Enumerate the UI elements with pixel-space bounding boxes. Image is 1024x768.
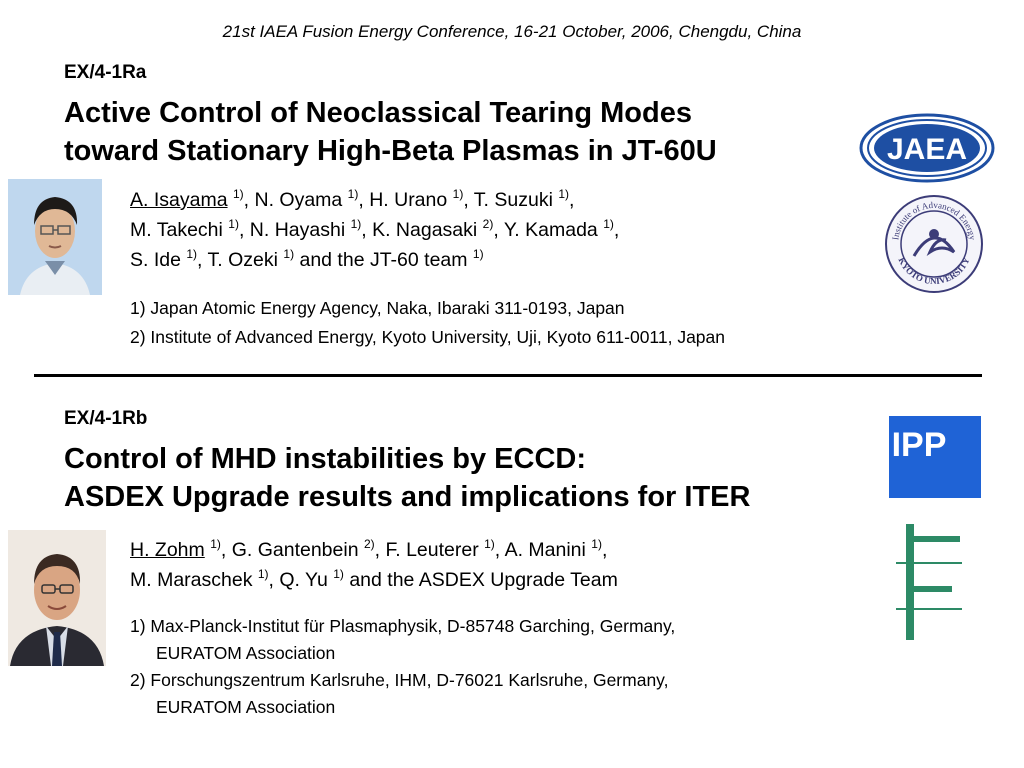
talk-a-author-name: S. Ide [130,249,187,271]
talk-a-author-affiliation-mark: 1) [558,187,570,201]
talk-a-author-name: N. Oyama [254,189,348,211]
talk-a-author-separator: , [613,219,620,241]
talk-a-author-separator: , [493,219,504,241]
talk-b-author-affiliation-mark: 1) [591,537,602,551]
talk-a-author-affiliation-mark: 2) [482,217,494,231]
talk-a-presenter-name: A. Isayama [130,189,228,211]
talk-a-title: Active Control of Neoclassical Tearing M… [64,94,717,170]
talk-b-author-separator: and the ASDEX Upgrade Team [343,569,618,591]
talk-b-title-line-2: ASDEX Upgrade results and implications f… [64,481,751,513]
talk-b-author-separator: , [220,539,232,561]
fzk-logo [894,522,964,642]
section-divider [34,374,982,377]
talk-b-affiliation-1: 1) Max-Planck-Institut für Plasmaphysik,… [130,616,676,636]
talk-b-author-line: M. Maraschek 1), Q. Yu 1) and the ASDEX … [130,565,618,595]
kyoto-university-seal: Institute of Advanced Energy KYOTO UNIVE… [884,194,984,294]
talk-a-author-separator: , [569,189,575,211]
fzk-logo-mark [896,524,962,640]
talk-a-author-affiliation-mark: 1) [232,187,244,201]
talk-b-presenter-name: H. Zohm [130,539,205,561]
talk-a-author-line: A. Isayama 1), N. Oyama 1), H. Urano 1),… [130,185,619,215]
talk-a-author-separator: , [361,219,373,241]
ipp-logo-text: IPP [892,426,947,464]
talk-a-author-affiliation-mark: 1) [452,187,464,201]
talk-a-author-name: T. Ozeki [207,249,284,271]
talk-a-author-affiliation-mark: 1) [283,247,295,261]
kyoto-seal-graphic: Institute of Advanced Energy KYOTO UNIVE… [885,195,983,293]
jaea-logo: JAEA [858,112,996,184]
talk-a-author-name: Y. Kamada [503,219,604,241]
talk-a-author-name: N. Hayashi [249,219,351,241]
talk-a-affiliations: 1) Japan Atomic Energy Agency, Naka, Iba… [130,294,725,352]
talk-a-affiliation-2: 2) Institute of Advanced Energy, Kyoto U… [130,327,725,347]
talk-a-author-separator: , [358,189,370,211]
talk-a-affiliation-1: 1) Japan Atomic Energy Agency, Naka, Iba… [130,298,625,318]
talk-b-affiliations: 1) Max-Planck-Institut für Plasmaphysik,… [130,613,675,721]
talk-b-author-affiliation-mark: 1) [210,537,221,551]
talk-a-author-separator: , [238,219,250,241]
talk-a-author-name: H. Urano [369,189,453,211]
talk-a-author-affiliation-mark: 1) [472,247,484,261]
talk-b-authors: H. Zohm 1), G. Gantenbein 2), F. Leutere… [130,535,618,595]
talk-a-author-name: M. Takechi [130,219,229,241]
talk-b-author-name: A. Manini [504,539,592,561]
talk-a-author-separator: , [197,249,208,271]
talk-b-affiliation-2-cont: EURATOM Association [156,697,336,717]
talk-b-affiliation-2: 2) Forschungszentrum Karlsruhe, IHM, D-7… [130,670,669,690]
talk-a-author-separator: , [243,189,255,211]
talk-a-author-affiliation-mark: 1) [186,247,198,261]
talk-b-author-affiliation-mark: 1) [257,567,269,581]
talk-b-author-name: F. Leuterer [385,539,485,561]
talk-b-author-line: H. Zohm 1), G. Gantenbein 2), F. Leutere… [130,535,618,565]
ipp-logo: IPP [889,416,981,498]
presenter-a-portrait [8,179,102,295]
talk-a-author-name: T. Suzuki [473,189,559,211]
talk-a-author-line: M. Takechi 1), N. Hayashi 1), K. Nagasak… [130,215,619,245]
talk-a-title-line-2: toward Stationary High-Beta Plasmas in J… [64,135,717,167]
talk-b-author-name: Q. Yu [279,569,334,591]
talk-b-author-separator: , [268,569,280,591]
talk-a-author-affiliation-mark: 1) [228,217,239,231]
talk-a-author-affiliation-mark: 1) [603,217,614,231]
talk-a-authors: A. Isayama 1), N. Oyama 1), H. Urano 1),… [130,185,619,275]
talk-b-author-name: M. Maraschek [130,569,258,591]
presenter-a-photo [8,179,102,295]
conference-header: 21st IAEA Fusion Energy Conference, 16-2… [222,22,802,41]
talk-b-author-affiliation-mark: 2) [363,537,375,551]
talk-a-title-line-1: Active Control of Neoclassical Tearing M… [64,97,692,129]
jaea-logo-mark: JAEA [859,113,995,183]
jaea-logo-text: JAEA [887,133,967,166]
talk-b-title-line-1: Control of MHD instabilities by ECCD: [64,443,586,475]
ipp-logo-mark: IPP [892,426,947,464]
presenter-b-photo [8,530,106,666]
talk-b-author-affiliation-mark: 1) [333,567,344,581]
talk-b-author-separator: , [494,539,505,561]
talk-b-author-name: G. Gantenbein [231,539,364,561]
talk-b-affiliation-1-cont: EURATOM Association [156,643,336,663]
talk-b-author-separator: , [601,539,608,561]
talk-b-author-separator: , [374,539,386,561]
talk-b-title: Control of MHD instabilities by ECCD: AS… [64,440,750,516]
talk-a-author-line: S. Ide 1), T. Ozeki 1) and the JT-60 tea… [130,245,619,275]
talk-a-author-separator: and the JT-60 team [294,249,473,271]
presenter-b-portrait [8,530,106,666]
talk-b-author-affiliation-mark: 1) [484,537,495,551]
talk-a-code: EX/4-1Ra [64,62,147,83]
talk-a-author-separator: , [463,189,474,211]
talk-a-author-affiliation-mark: 1) [350,217,362,231]
talk-b-code: EX/4-1Rb [64,408,148,429]
talk-a-author-name: K. Nagasaki [372,219,483,241]
talk-a-author-affiliation-mark: 1) [347,187,359,201]
